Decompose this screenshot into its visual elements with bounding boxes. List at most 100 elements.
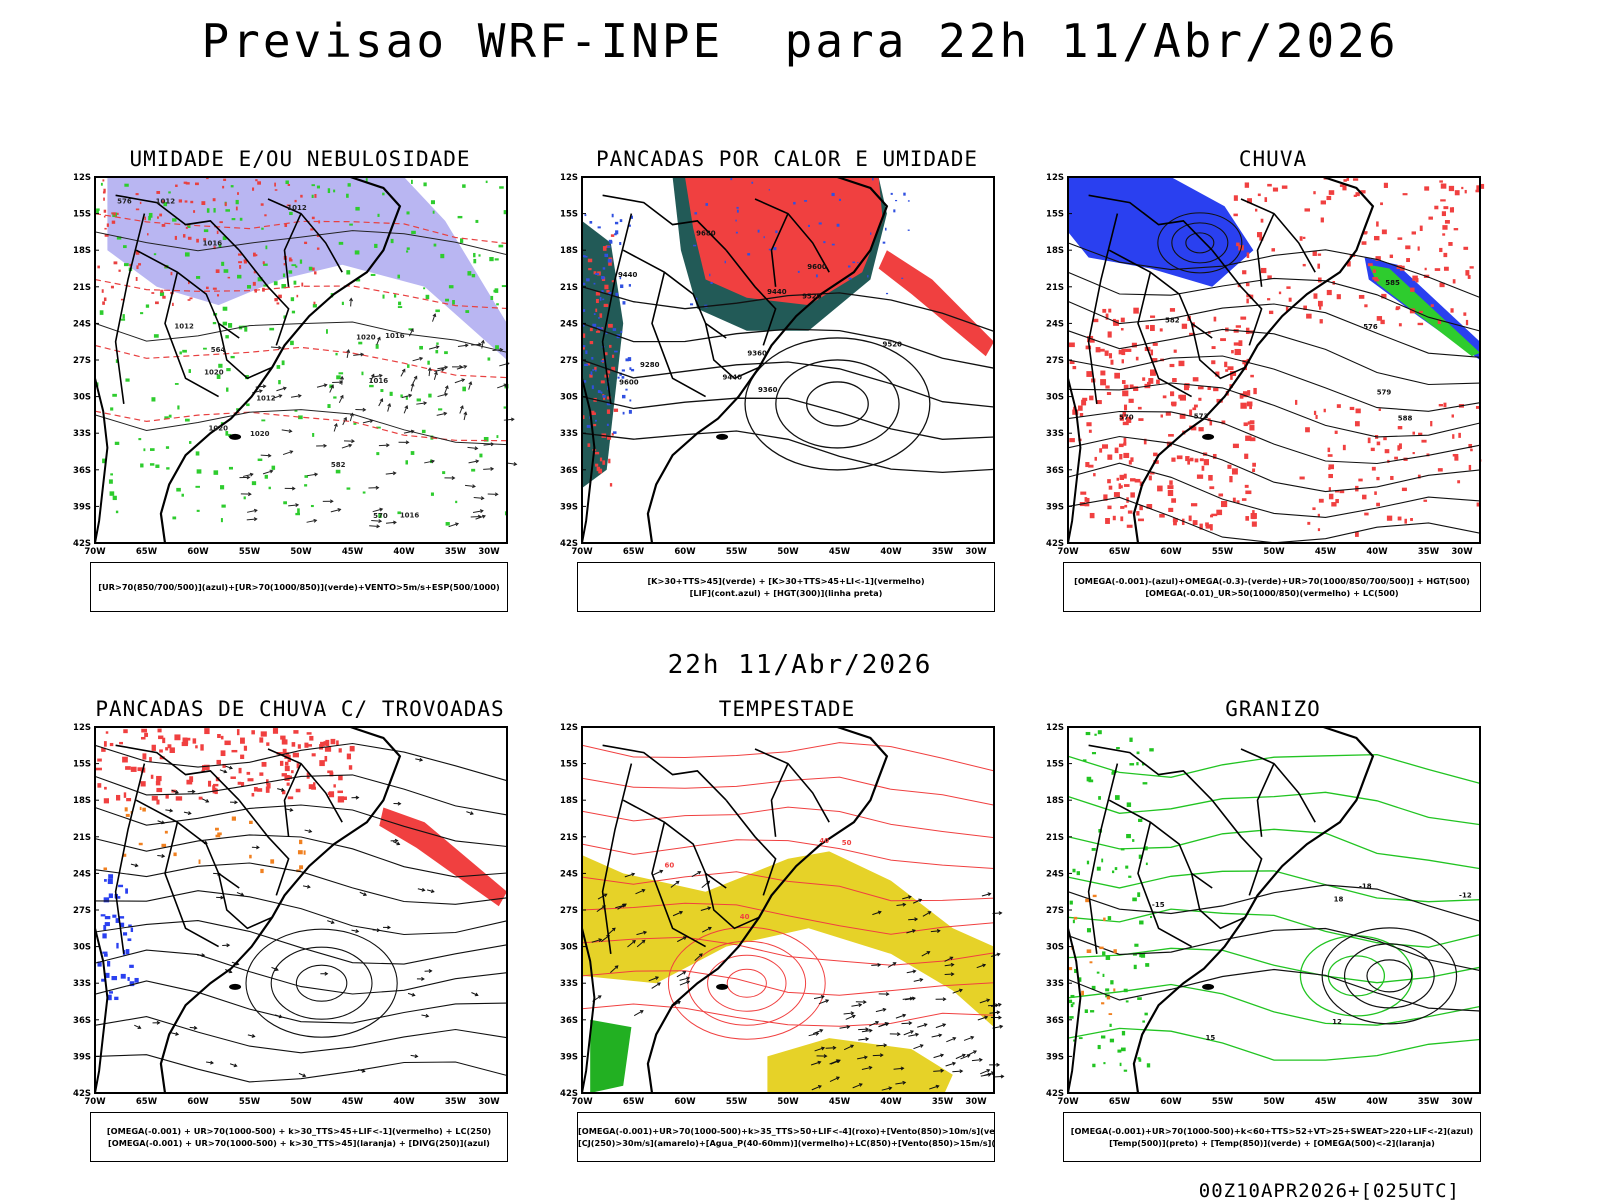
contour-label: 576 — [1363, 323, 1378, 331]
lat-tick-label: 33S — [560, 429, 578, 439]
contour-label: 9360 — [747, 350, 767, 358]
contour-line — [95, 744, 507, 781]
panel-title: CHUVA — [1063, 147, 1483, 171]
contour-label: 40 — [740, 913, 750, 921]
lon-tick-label: 65W — [623, 1097, 645, 1107]
lon-tick-label: 55W — [1212, 1097, 1234, 1107]
lat-tick-label: 33S — [73, 429, 91, 439]
country-border — [219, 873, 273, 928]
lon-tick-label: 70W — [1057, 1097, 1079, 1107]
lat-tick-label: 18S — [1046, 246, 1064, 256]
closed-contour — [807, 382, 869, 426]
panel-title: PANCADAS DE CHUVA C/ TROVOADAS — [90, 697, 510, 721]
jet-yellow — [582, 851, 994, 1027]
contour-line — [95, 1055, 507, 1082]
contour-label: 9440 — [722, 373, 742, 381]
lat-tick-label: 21S — [560, 833, 578, 843]
lagoon — [716, 984, 728, 990]
closed-contour — [688, 941, 806, 1025]
lat-tick-label: 24S — [1046, 319, 1064, 329]
contour-line — [582, 397, 994, 440]
closed-contour — [1367, 960, 1412, 992]
lat-tick-label: 30S — [1046, 943, 1064, 953]
contour-label: -15 — [1152, 901, 1165, 909]
contour-line — [1068, 792, 1480, 824]
lon-tick-label: 60W — [1160, 1097, 1182, 1107]
lat-tick-label: 30S — [560, 943, 578, 953]
panel-legend: [OMEGA(-0.001)+UR>70(1000-500)+k<60+TTS>… — [1063, 1112, 1481, 1162]
lagoon — [716, 434, 728, 440]
lon-tick-label: 55W — [1212, 547, 1234, 557]
lat-tick-label: 39S — [1046, 1052, 1064, 1062]
lat-tick-label: 27S — [1046, 356, 1064, 366]
lon-tick-label: 40W — [393, 1097, 415, 1107]
panel-title: UMIDADE E/OU NEBULOSIDADE — [90, 147, 510, 171]
country-border — [1089, 745, 1213, 800]
contour-line — [1068, 755, 1480, 784]
closed-contour — [776, 360, 899, 448]
panel-legend: [UR>70(850/700/500)](azul)+[UR>70(1000/8… — [90, 562, 508, 612]
contour-label: 50 — [842, 839, 852, 847]
lon-tick-label: 65W — [136, 547, 158, 557]
lat-tick-label: 30S — [73, 393, 91, 403]
lat-tick-label: 27S — [560, 356, 578, 366]
lat-tick-label: 18S — [560, 796, 578, 806]
contour-label: 579 — [1377, 389, 1392, 397]
contour-label: 9440 — [618, 271, 638, 279]
country-border — [268, 749, 342, 822]
storm-red-band — [379, 808, 507, 907]
lon-tick-label: 60W — [1160, 547, 1182, 557]
lat-tick-label: 15S — [73, 210, 91, 220]
country-border — [603, 745, 727, 800]
lon-tick-label: 30W — [478, 1097, 500, 1107]
coastline-west — [95, 378, 107, 543]
contour-line — [1068, 463, 1480, 517]
legend-line: [UR>70(850/700/500)](azul)+[UR>70(1000/8… — [91, 581, 507, 593]
contour-label: 582 — [331, 461, 346, 469]
lon-tick-label: 70W — [84, 1097, 106, 1107]
lon-tick-label: 40W — [1366, 547, 1388, 557]
lat-tick-label: 27S — [73, 356, 91, 366]
lat-tick-label: 24S — [560, 869, 578, 879]
lat-tick-label: 12S — [73, 173, 91, 183]
map-pancadas-calor: 9680960095209440936092809440952096009440… — [577, 177, 997, 553]
contour-label: 1012 — [256, 394, 276, 402]
lon-tick-label: 30W — [478, 547, 500, 557]
lat-tick-label: 24S — [73, 319, 91, 329]
contour-label: -12 — [1459, 892, 1472, 900]
contour-label: -18 — [1359, 882, 1372, 890]
contour-label: 9600 — [807, 263, 827, 271]
lon-tick-label: 45W — [829, 547, 851, 557]
lon-tick-label: 50W — [1263, 1097, 1285, 1107]
lat-tick-label: 12S — [73, 723, 91, 733]
panel-legend: [K>30+TTS>45](verde) + [K>30+TTS>45+LI<-… — [577, 562, 995, 612]
lon-tick-label: 60W — [187, 547, 209, 557]
contour-line — [582, 1004, 994, 1026]
contour-line — [1068, 909, 1480, 947]
legend-line: [CJ(250)>30m/s](amarelo)+[Agua_P(40-60mm… — [578, 1137, 994, 1149]
contour-label: 570 — [373, 512, 388, 520]
lon-tick-label: 30W — [965, 1097, 987, 1107]
legend-line: [LIF](cont.azul) + [HGT(300)](linha pret… — [578, 587, 994, 599]
contour-line — [1068, 356, 1480, 411]
lon-tick-label: 70W — [571, 547, 593, 557]
contour-label: 576 — [117, 197, 132, 205]
legend-line: [OMEGA(-0.001) + UR>70(1000-500) + k>30_… — [91, 1125, 507, 1137]
contour-label: 1020 — [204, 368, 224, 376]
valid-time-label: 22h 11/Abr/2026 — [0, 650, 1600, 680]
lon-tick-label: 35W — [445, 1097, 467, 1107]
contour-label: 1020 — [250, 430, 270, 438]
contour-label: 570 — [1119, 414, 1134, 422]
lat-tick-label: 36S — [1046, 1016, 1064, 1026]
contour-label: 60 — [664, 862, 674, 870]
country-border — [772, 764, 789, 837]
lon-tick-label: 40W — [880, 547, 902, 557]
lat-tick-label: 27S — [73, 906, 91, 916]
country-border — [1138, 822, 1192, 946]
lat-tick-label: 30S — [1046, 393, 1064, 403]
